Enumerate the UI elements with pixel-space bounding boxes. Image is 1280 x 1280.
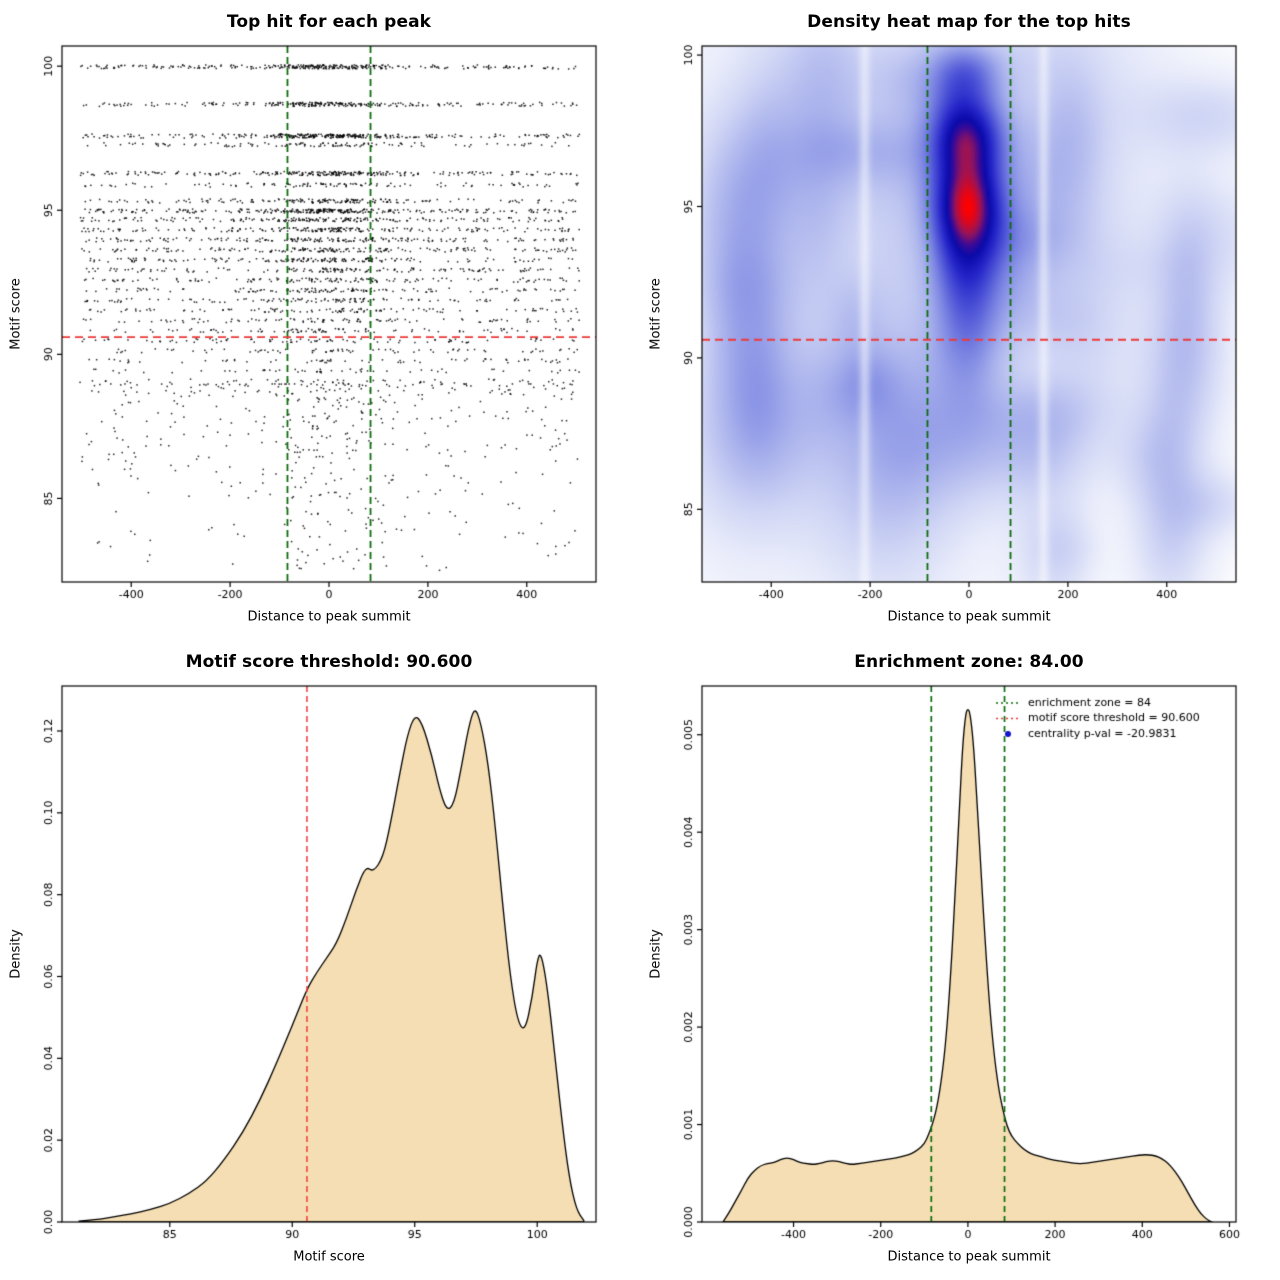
distance-density-x-axis-label: Distance to peak summit <box>887 1249 1051 1265</box>
distance-density-y-axis-label: Density <box>648 929 664 979</box>
heatmap-plot-canvas <box>640 0 1280 640</box>
panel-distance-density: Enrichment zone: 84.00 Density Distance … <box>640 640 1280 1280</box>
score-density-x-axis-label: Motif score <box>293 1249 365 1265</box>
panel-top-hit-scatter: Top hit for each peak Motif score Distan… <box>0 0 640 640</box>
heatmap-y-axis-label: Motif score <box>648 278 664 350</box>
heatmap-x-axis-label: Distance to peak summit <box>887 609 1051 625</box>
heatmap-title: Density heat map for the top hits <box>807 12 1131 32</box>
scatter-title: Top hit for each peak <box>226 12 432 32</box>
scatter-y-axis-label: Motif score <box>8 278 24 350</box>
score-density-plot-canvas <box>0 640 640 1280</box>
score-density-title: Motif score threshold: 90.600 <box>185 652 473 672</box>
scatter-plot-canvas <box>0 0 640 640</box>
panel-density-heatmap: Density heat map for the top hits Motif … <box>640 0 1280 640</box>
score-density-y-axis-label: Density <box>8 929 24 979</box>
distance-density-plot-canvas <box>640 640 1280 1280</box>
scatter-x-axis-label: Distance to peak summit <box>247 609 411 625</box>
panel-motif-score-density: Motif score threshold: 90.600 Density Mo… <box>0 640 640 1280</box>
distance-density-title: Enrichment zone: 84.00 <box>854 652 1084 672</box>
